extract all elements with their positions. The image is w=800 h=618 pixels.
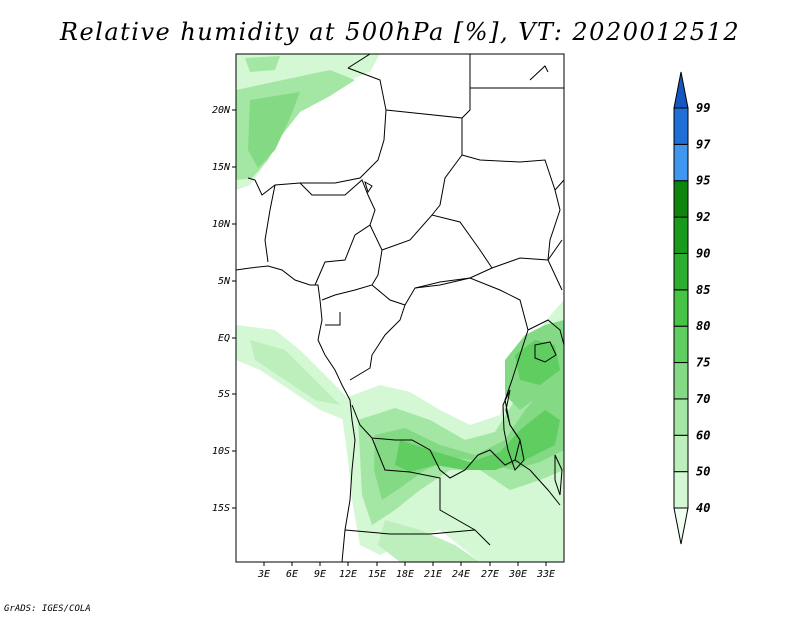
humidity-shading <box>236 54 564 562</box>
lon-label: 21E <box>424 569 442 580</box>
latitude-ticks <box>232 109 236 509</box>
colorbar-label: 75 <box>696 356 710 370</box>
colorbar-label: 85 <box>696 283 710 297</box>
colorbar-label: 95 <box>696 174 710 188</box>
lon-label: 18E <box>396 569 414 580</box>
colorbar-triangle-low <box>673 507 689 545</box>
lon-label: 15E <box>368 569 386 580</box>
border-car <box>371 214 493 306</box>
coast-lake-malawi <box>554 454 563 496</box>
border-zambia-east <box>514 459 561 506</box>
moist-patch-southwest <box>378 520 480 562</box>
colorbar-bin <box>673 216 689 254</box>
colorbar-label: 70 <box>696 392 710 406</box>
colorbar-bin <box>673 289 689 327</box>
colorbar-label: 50 <box>696 465 710 479</box>
moist-core-atlantic <box>250 340 340 405</box>
moist-core-lake-victoria <box>515 340 560 385</box>
border-drc <box>351 277 529 479</box>
lat-label: 5S <box>218 389 230 400</box>
map-frame <box>235 53 565 563</box>
coast-lake-chad <box>364 180 373 194</box>
moist-core-sahara-2 <box>248 92 300 168</box>
moist-core-south-3 <box>395 410 560 472</box>
colorbar-label: 90 <box>696 246 710 260</box>
colorbar-bin <box>673 252 689 291</box>
colorbar-bin <box>673 107 689 145</box>
colorbar-label: 92 <box>696 210 710 224</box>
border-nigeria <box>264 179 376 286</box>
border-chad-east <box>385 109 463 216</box>
lon-label: 33E <box>536 569 555 580</box>
lat-label: EQ <box>218 333 230 344</box>
border-sudans <box>491 257 563 291</box>
colorbar-bin <box>673 434 689 473</box>
border-east-africa <box>527 179 564 346</box>
lon-label: 24E <box>452 569 470 580</box>
colorbar-bin <box>673 325 689 364</box>
lon-label: 9E <box>314 569 326 580</box>
moist-patch-north <box>245 56 280 72</box>
coast-lake-victoria <box>534 341 557 363</box>
lat-label: 20N <box>212 105 231 116</box>
colorbar: 40 50 60 70 75 80 85 90 92 95 97 99 <box>673 71 711 545</box>
coast-lake-tanganyika <box>502 389 525 471</box>
colorbar-bin <box>673 362 689 400</box>
grads-credit: GrADS: IGES/COLA <box>4 604 91 614</box>
lon-label: 6E <box>286 569 298 580</box>
border-congo <box>325 304 406 381</box>
lat-label: 10N <box>212 219 231 230</box>
lat-label: 5N <box>218 276 231 287</box>
colorbar-label: 80 <box>696 319 710 333</box>
lat-label: 15S <box>212 503 230 514</box>
lon-label: 30E <box>508 569 527 580</box>
lat-label: 10S <box>212 446 230 457</box>
colorbar-bin <box>673 180 689 218</box>
colorbar-label: 99 <box>696 101 710 115</box>
coastline-west-africa <box>236 265 356 562</box>
map-title: Relative humidity at 500hPa [%], VT: 202… <box>59 18 741 46</box>
border-libya-chad <box>347 54 371 69</box>
colorbar-bin <box>673 398 689 436</box>
colorbar-bin <box>673 471 689 509</box>
border-algeria-niger <box>247 67 387 196</box>
longitude-ticks <box>263 562 547 566</box>
latitude-labels: 20N 15N 10N 5N EQ 5S 10S 15S <box>212 105 231 514</box>
colorbar-label: 97 <box>696 137 711 151</box>
border-cameroon <box>321 224 383 301</box>
lon-label: 12E <box>339 569 357 580</box>
colorbar-triangle-high <box>673 71 689 109</box>
coastlines-borders <box>236 54 564 562</box>
longitude-labels: 3E 6E 9E 12E 15E 18E 21E 24E 27E 30E 33E <box>257 569 555 580</box>
coast-red-sea-islands <box>529 65 549 81</box>
lon-label: 3E <box>257 569 270 580</box>
border-namibia <box>344 529 476 535</box>
lon-label: 27E <box>481 569 499 580</box>
colorbar-bin <box>673 143 689 182</box>
lat-label: 15N <box>212 162 231 173</box>
border-libya-egypt <box>461 54 471 119</box>
colorbar-label: 40 <box>696 501 710 515</box>
border-sudan-south <box>461 154 561 261</box>
colorbar-label: 60 <box>696 428 710 442</box>
